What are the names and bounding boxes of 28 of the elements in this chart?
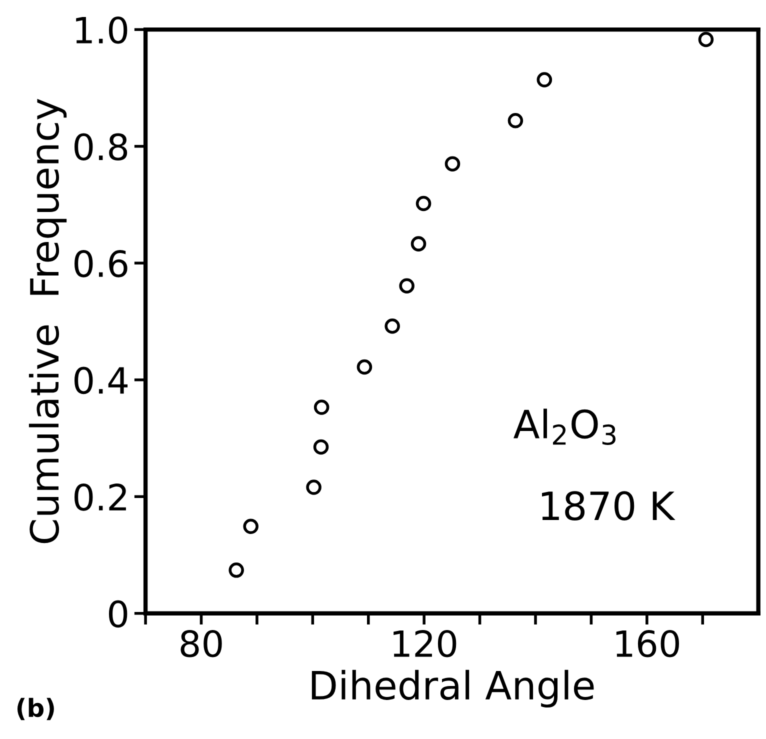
y-tick-label: 0.2 [74,484,126,511]
point [243,518,258,534]
point [228,562,244,578]
point [508,112,524,128]
x-tick-label: 160 [616,630,679,658]
point [410,236,426,252]
point [356,359,372,375]
x-tick-label: 120 [394,630,456,658]
point [313,439,329,455]
y-tick-label: 0.4 [74,366,128,394]
text: (b) [17,698,54,720]
y-tick-label: 0.6 [74,250,128,278]
y-axis-title: Cumulative Frequency [28,98,67,544]
x-tick-label: 80 [180,630,222,658]
x-axis-title: Dihedral Angle [312,670,594,708]
point [399,278,414,294]
point [306,480,322,495]
annotation: Al$_{2}$O$_{3}$ [514,408,616,445]
point [384,318,400,334]
y-tick-label: 0.8 [74,133,128,161]
y-tick-label: 0 [108,600,128,628]
point [536,72,552,88]
annotation: 1870 K [542,491,676,521]
y-tick-label: 1.0 [76,16,128,44]
point [416,196,432,212]
point [698,32,714,48]
point [314,400,330,415]
point [444,156,460,172]
